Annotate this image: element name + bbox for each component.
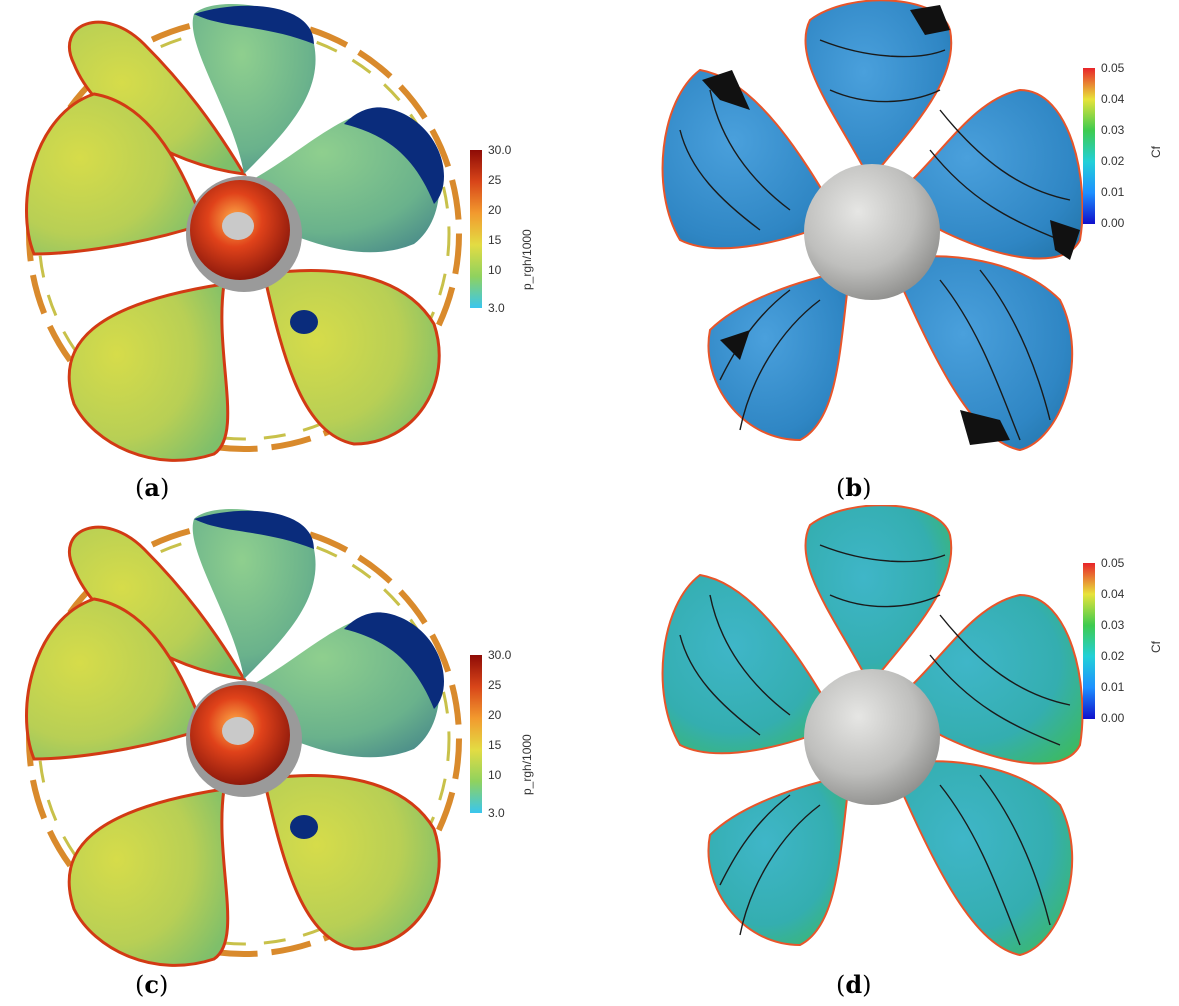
colorbar-tick: 0.04: [1101, 92, 1125, 106]
colorbar-tick: 30.0: [488, 143, 512, 157]
propeller-pressure-plot: [14, 509, 474, 979]
colorbar-tick: 0.02: [1101, 649, 1125, 663]
colorbar-title: Cf: [1149, 146, 1163, 158]
panel-b: 0.05 0.04 0.03 0.02 0.01 0.00 Cf (b): [590, 0, 1179, 510]
caption-a: (a): [135, 473, 170, 502]
colorbar-tick: 0.04: [1101, 587, 1125, 601]
colorbar-gradient: [470, 655, 482, 813]
colorbar-cf: 0.05 0.04 0.03 0.02 0.01 0.00 Cf: [1083, 556, 1163, 733]
colorbar-title: p_rgh/1000: [520, 229, 534, 290]
colorbar-pressure: 30.0 25 20 15 10 3.0 p_rgh/1000: [470, 648, 550, 825]
panel-d: 0.05 0.04 0.03 0.02 0.01 0.00 Cf (d): [590, 505, 1179, 1006]
colorbar-tick: 0.03: [1101, 123, 1125, 137]
colorbar-tick: 10: [488, 263, 502, 277]
colorbar-tick: 0.01: [1101, 680, 1125, 694]
colorbar-tick: 0.05: [1101, 61, 1125, 75]
propeller-skin-friction-plot: [661, 0, 1084, 452]
colorbar-tick: 3.0: [488, 301, 505, 315]
colorbar-title: p_rgh/1000: [520, 734, 534, 795]
colorbar-tick: 0.05: [1101, 556, 1125, 570]
colorbar-tick: 25: [488, 678, 502, 692]
colorbar-tick: 0.03: [1101, 618, 1125, 632]
colorbar-gradient: [1083, 563, 1095, 719]
colorbar-tick: 3.0: [488, 806, 505, 820]
colorbar-title: Cf: [1149, 641, 1163, 653]
colorbar-tick: 0.00: [1101, 711, 1125, 725]
colorbar-tick: 25: [488, 173, 502, 187]
colorbar-tick: 30.0: [488, 648, 512, 662]
propeller-skin-friction-plot: [661, 505, 1084, 956]
colorbar-pressure: 30.0 25 20 15 10 3.0 p_rgh/1000: [470, 143, 550, 320]
colorbar-tick: 10: [488, 768, 502, 782]
colorbar-tick: 20: [488, 203, 502, 217]
colorbar-tick: 0.01: [1101, 185, 1125, 199]
colorbar-tick: 0.02: [1101, 154, 1125, 168]
caption-d: (d): [836, 970, 872, 999]
colorbar-tick: 20: [488, 708, 502, 722]
panel-a: 30.0 25 20 15 10 3.0 p_rgh/1000 (a): [0, 0, 560, 510]
propeller-pressure-plot: [14, 4, 474, 474]
colorbar-tick: 0.00: [1101, 216, 1125, 230]
colorbar-tick: 15: [488, 738, 502, 752]
caption-c: (c): [135, 970, 169, 999]
caption-b: (b): [836, 473, 872, 502]
colorbar-cf: 0.05 0.04 0.03 0.02 0.01 0.00 Cf: [1083, 61, 1163, 238]
colorbar-gradient: [1083, 68, 1095, 224]
colorbar-tick: 15: [488, 233, 502, 247]
colorbar-gradient: [470, 150, 482, 308]
panel-c: 30.0 25 20 15 10 3.0 p_rgh/1000 (c): [0, 505, 560, 1006]
